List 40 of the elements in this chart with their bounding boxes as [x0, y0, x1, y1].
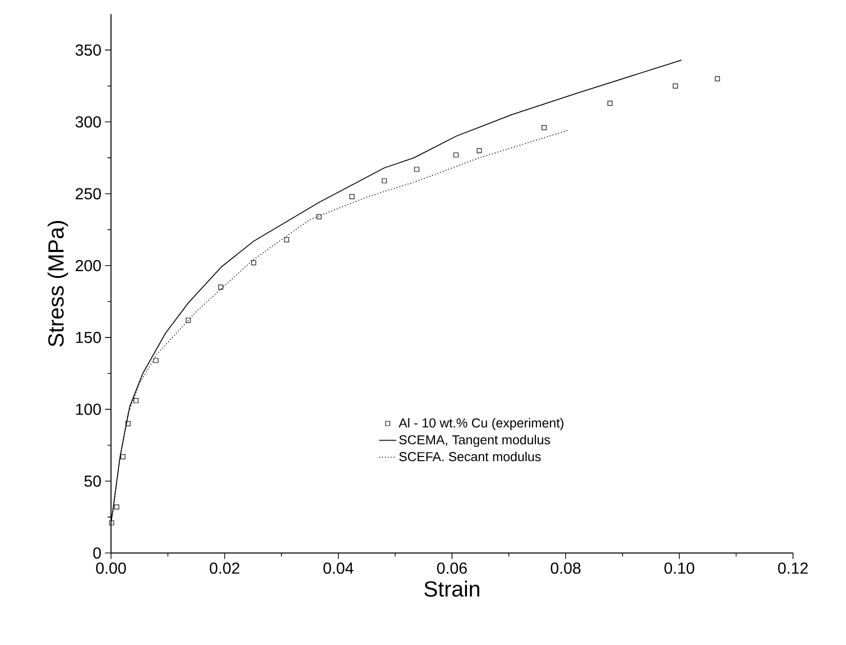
- point: [120, 454, 126, 460]
- point: [114, 504, 120, 510]
- legend-label: SCEMA, Tangent modulus: [399, 434, 550, 447]
- point: [186, 318, 191, 323]
- point: [382, 178, 387, 184]
- x-axis-title: Strain: [424, 580, 480, 597]
- point: [608, 100, 612, 106]
- point: [153, 358, 158, 363]
- point: [218, 284, 224, 290]
- y-tick-label: 200: [76, 260, 101, 272]
- x-tick-label: 0.08: [550, 562, 580, 574]
- x-tick-label: 0.02: [210, 562, 240, 574]
- y-axis-title: Stress (MPa): [48, 221, 68, 346]
- point: [284, 237, 290, 242]
- x-tick-label: 0.10: [664, 562, 694, 574]
- point: [316, 214, 322, 220]
- x-tick-label: 0.06: [437, 562, 467, 574]
- y-tick-label: 300: [76, 116, 101, 128]
- point: [109, 520, 114, 526]
- legend-label: SCEFA. Secant modulus: [399, 452, 541, 462]
- x-tick-label: 0.00: [96, 562, 126, 574]
- legend-label: Al - 10 wt.% Cu (experiment): [398, 418, 564, 430]
- point: [714, 76, 720, 82]
- point: [126, 421, 131, 426]
- point: [476, 148, 482, 154]
- point: [542, 125, 547, 130]
- x-tick-label: 0.12: [778, 562, 808, 574]
- point: [672, 83, 678, 88]
- point: [349, 194, 354, 200]
- point: [414, 166, 420, 172]
- y-tick-label: 250: [76, 188, 101, 200]
- point: [453, 152, 458, 158]
- y-tick-label: 150: [76, 332, 101, 344]
- point: [251, 260, 256, 266]
- point: [134, 398, 138, 404]
- y-tick-label: 50: [84, 476, 101, 487]
- y-tick-label: 0: [93, 547, 101, 559]
- y-tick-label: 100: [76, 404, 101, 415]
- y-tick-label: 350: [76, 44, 101, 56]
- x-tick-label: 0.04: [323, 562, 354, 574]
